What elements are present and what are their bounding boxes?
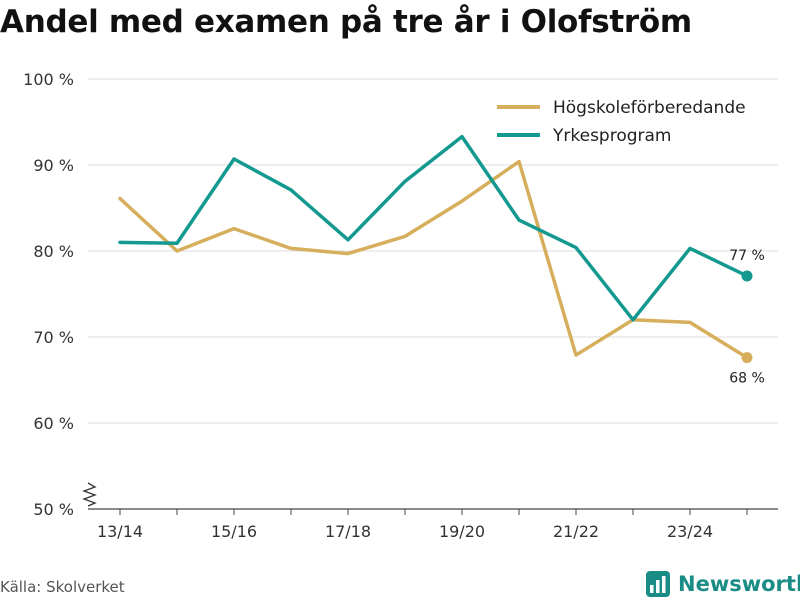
series-lines: 68 % 77 % — [118, 134, 765, 387]
x-tick-label: 17/18 — [325, 522, 371, 541]
y-axis: 50 % 60 % 70 % 80 % 90 % 100 % — [23, 70, 74, 519]
legend: Högskoleförberedande Yrkesprogram — [497, 98, 746, 146]
brand-name: Newsworthy — [678, 572, 800, 596]
series-line — [118, 159, 749, 360]
y-tick-label: 90 % — [33, 156, 74, 175]
bar-chart-icon — [646, 571, 670, 597]
y-tick-label: 100 % — [23, 70, 74, 89]
brand-logo: Newsworthy — [646, 570, 800, 598]
x-tick-label: 19/20 — [439, 522, 485, 541]
series-line — [118, 134, 749, 322]
y-tick-label: 60 % — [33, 414, 74, 433]
x-axis: 13/14 15/16 17/18 19/20 21/22 23/24 — [82, 482, 778, 541]
gridlines — [88, 78, 778, 424]
y-tick-label: 50 % — [33, 500, 74, 519]
series-end-marker — [741, 352, 753, 364]
end-value-label: 77 % — [729, 248, 765, 264]
chart-title: Andel med examen på tre år i Olofström — [0, 4, 692, 40]
y-tick-label: 70 % — [33, 328, 74, 347]
legend-label: Yrkesprogram — [552, 126, 672, 146]
legend-label: Högskoleförberedande — [553, 98, 746, 118]
x-tick-label: 21/22 — [553, 522, 599, 541]
x-tick-label: 13/14 — [97, 522, 143, 541]
source-note: Källa: Skolverket — [0, 578, 125, 596]
end-value-label: 68 % — [729, 371, 765, 387]
series-end-marker — [741, 270, 753, 282]
x-tick-label: 23/24 — [667, 522, 713, 541]
y-tick-label: 80 % — [33, 242, 74, 261]
x-tick-label: 15/16 — [211, 522, 257, 541]
axis-break-icon — [82, 482, 97, 507]
